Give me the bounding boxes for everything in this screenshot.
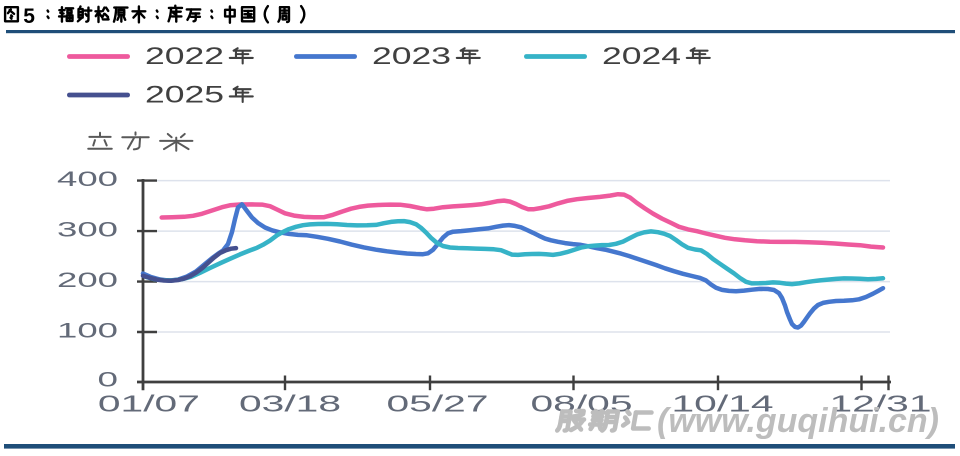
svg-text:12/31: 12/31 xyxy=(830,390,932,416)
svg-text:400: 400 xyxy=(57,167,118,191)
svg-text:(www.guqihui.cn): (www.guqihui.cn) xyxy=(657,402,939,440)
svg-text:2025: 2025 xyxy=(145,82,224,109)
svg-text:0: 0 xyxy=(98,368,119,392)
svg-text:300: 300 xyxy=(57,218,118,242)
svg-text:03/18: 03/18 xyxy=(239,390,341,416)
svg-text:10/14: 10/14 xyxy=(672,390,774,416)
svg-text:5: 5 xyxy=(23,5,35,28)
svg-text:2022: 2022 xyxy=(145,43,224,70)
svg-text:200: 200 xyxy=(57,268,118,292)
svg-text:01/07: 01/07 xyxy=(98,390,200,416)
svg-text:2023: 2023 xyxy=(372,43,451,70)
svg-text:05/27: 05/27 xyxy=(387,390,489,416)
svg-text:100: 100 xyxy=(57,319,118,343)
svg-text:2024: 2024 xyxy=(602,43,681,70)
